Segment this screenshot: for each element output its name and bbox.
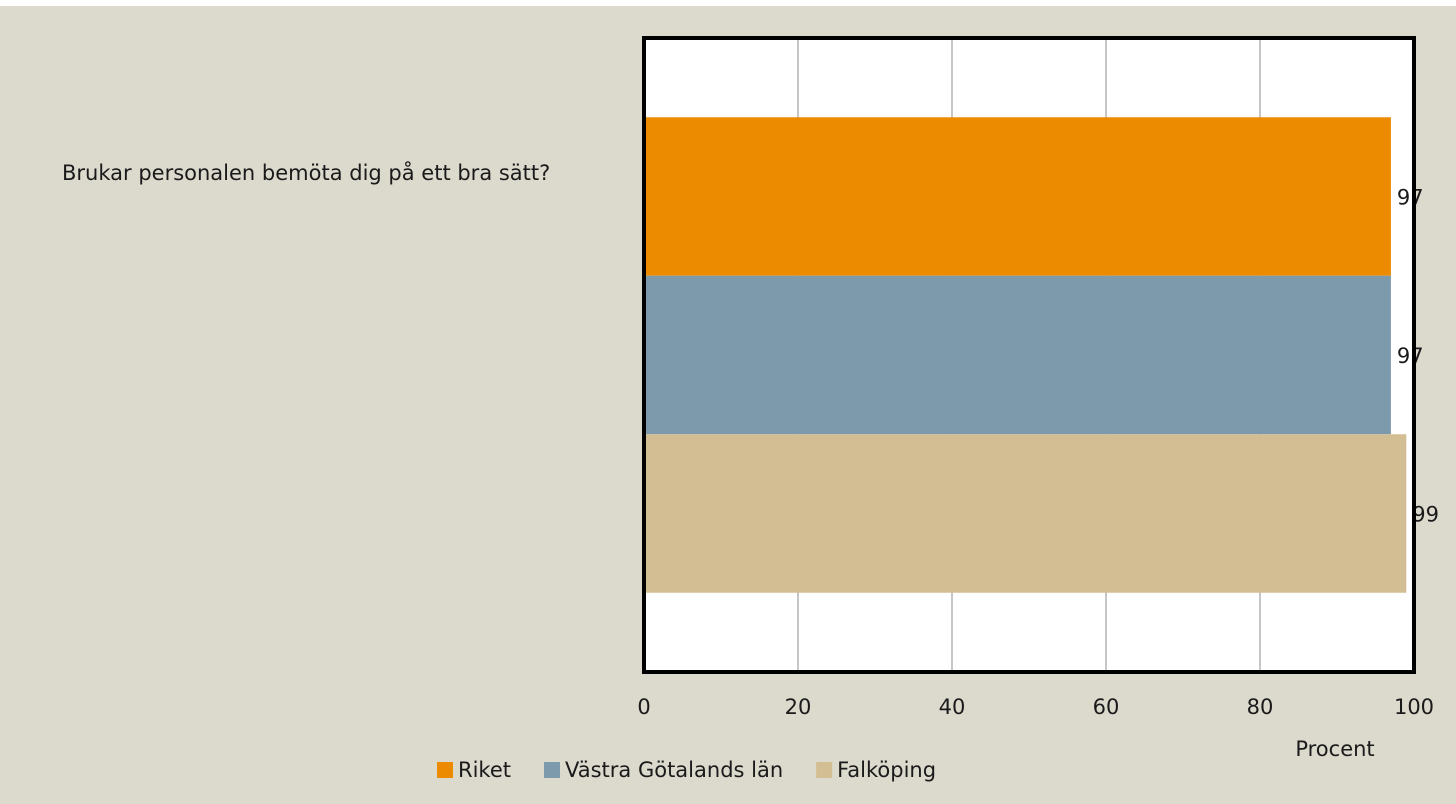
x-axis-label: Procent [1295,737,1374,761]
legend-label: Riket [458,758,511,782]
x-tick-label: 20 [785,695,812,719]
legend-label: Västra Götalands län [565,758,783,782]
legend-swatch [437,762,453,778]
x-tick-label: 60 [1093,695,1120,719]
plot-frame [642,36,1416,674]
bar [644,434,1407,593]
data-label: 97 [1397,186,1424,210]
x-tick-label: 80 [1247,695,1274,719]
data-label: 97 [1397,344,1424,368]
category-label: Brukar personalen bemöta dig på ett bra … [62,161,551,185]
legend-swatch [816,762,833,778]
x-tick-label: 100 [1394,695,1434,719]
data-label: 99 [1412,503,1439,527]
bar [644,117,1391,276]
legend-swatch [544,762,560,778]
x-tick-label: 0 [637,695,650,719]
legend-label: Falköping [837,758,936,782]
bar [644,275,1391,435]
x-tick-label: 40 [939,695,966,719]
